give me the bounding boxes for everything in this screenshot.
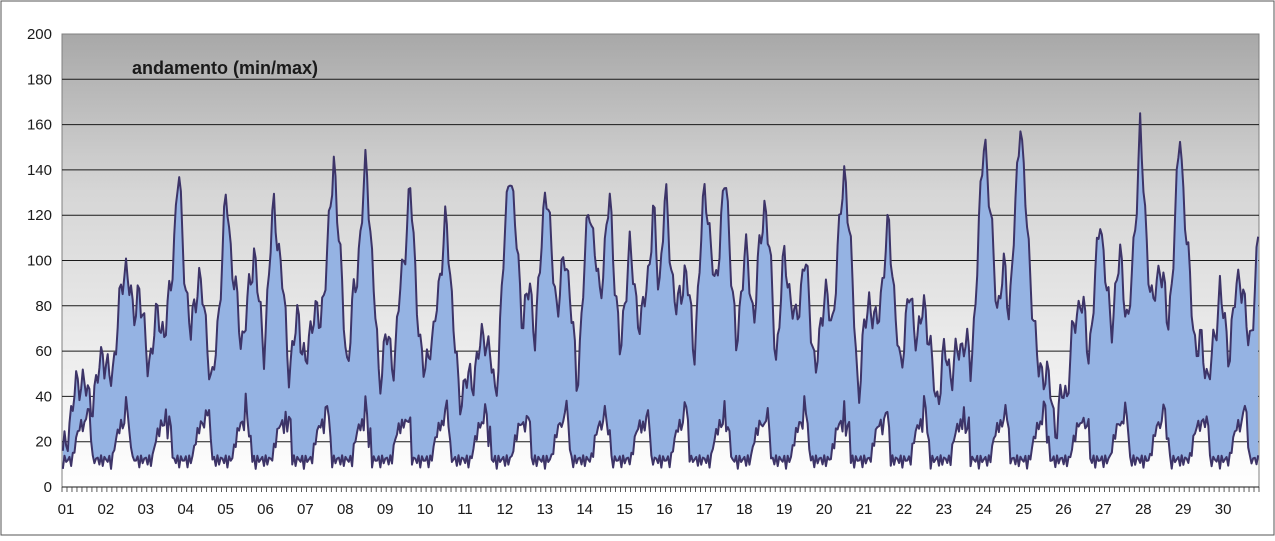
x-tick-label: 11: [457, 501, 473, 518]
min-max-band: [62, 113, 1259, 469]
max-series-line: [61, 112, 1260, 453]
x-tick-label: 21: [856, 501, 873, 518]
y-tick-label: 80: [35, 298, 52, 315]
x-tick-label: 17: [696, 501, 713, 518]
chart-title: andamento (min/max): [132, 58, 318, 78]
x-tick-label: 16: [656, 501, 673, 518]
y-tick-label: 160: [27, 117, 52, 134]
y-tick-label: 40: [35, 388, 52, 405]
y-tick-label: 60: [35, 343, 52, 360]
x-tick-label: 10: [417, 501, 434, 518]
x-tick-label: 14: [576, 501, 593, 518]
y-tick-label: 0: [44, 479, 52, 496]
x-tick-label: 01: [58, 501, 75, 518]
x-tick-label: 20: [816, 501, 833, 518]
y-tick-label: 100: [27, 253, 52, 270]
x-tick-label: 05: [217, 501, 234, 518]
y-axis-ticks: 0 20 40 60 80 100 120 140 160 180 200: [27, 26, 52, 496]
x-tick-label: 06: [257, 501, 274, 518]
x-tick-label: 18: [736, 501, 753, 518]
min-series-line: [61, 392, 1260, 470]
y-tick-label: 140: [27, 162, 52, 179]
x-tick-label: 02: [98, 501, 115, 518]
x-tick-label: 13: [536, 501, 553, 518]
x-tick-label: 30: [1215, 501, 1232, 518]
y-tick-label: 120: [27, 207, 52, 224]
x-tick-label: 12: [497, 501, 514, 518]
x-tick-label: 19: [776, 501, 793, 518]
x-tick-label: 15: [616, 501, 633, 518]
x-tick-label: 03: [137, 501, 154, 518]
y-tick-label: 200: [27, 26, 52, 43]
x-tick-label: 26: [1055, 501, 1072, 518]
x-tick-label: 08: [337, 501, 354, 518]
x-tick-label: 04: [177, 501, 194, 518]
x-tick-label: 29: [1175, 501, 1192, 518]
area-layer: [61, 112, 1260, 470]
x-tick-label: 25: [1015, 501, 1032, 518]
x-tick-label: 23: [935, 501, 952, 518]
x-tick-label: 22: [896, 501, 913, 518]
x-axis-ticks: 01 02 03 04 05 06 07 08 09 10 11 12 13 14 15 16 17 18 19 20…: [58, 486, 1260, 518]
x-tick-label: 07: [297, 501, 314, 518]
x-tick-label: 09: [377, 501, 394, 518]
x-tick-label: 24: [975, 501, 992, 518]
x-tick-label: 28: [1135, 501, 1152, 518]
y-tick-label: 20: [35, 434, 52, 451]
y-tick-label: 180: [27, 71, 52, 88]
x-tick-label: 27: [1095, 501, 1112, 518]
